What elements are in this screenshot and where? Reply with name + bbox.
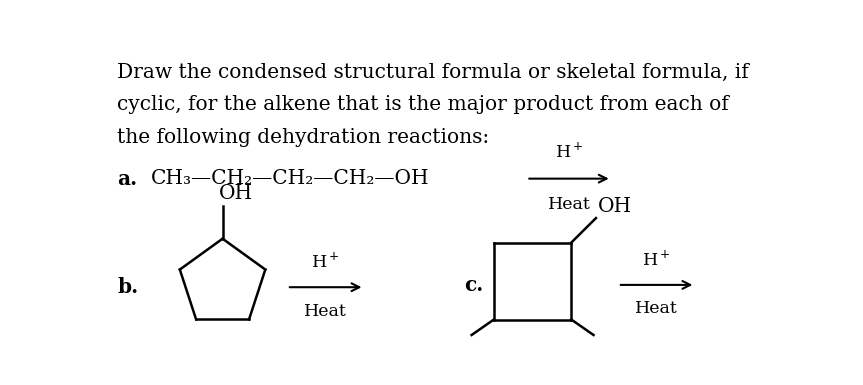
Text: H$^+$: H$^+$: [312, 253, 340, 272]
Text: Heat: Heat: [635, 300, 678, 317]
Text: b.: b.: [117, 277, 138, 297]
Text: a.: a.: [117, 169, 137, 189]
Text: the following dehydration reactions:: the following dehydration reactions:: [117, 128, 489, 147]
Text: Heat: Heat: [548, 196, 590, 213]
Text: c.: c.: [464, 275, 483, 295]
Text: CH₃—CH₂—CH₂—CH₂—OH: CH₃—CH₂—CH₂—CH₂—OH: [150, 169, 429, 188]
Text: OH: OH: [218, 184, 253, 203]
Text: OH: OH: [598, 197, 633, 216]
Text: Heat: Heat: [305, 303, 347, 320]
Text: cyclic, for the alkene that is the major product from each of: cyclic, for the alkene that is the major…: [117, 95, 729, 114]
Text: H$^+$: H$^+$: [555, 142, 583, 162]
Text: H$^+$: H$^+$: [642, 250, 671, 270]
Text: Draw the condensed structural formula or skeletal formula, if: Draw the condensed structural formula or…: [117, 63, 749, 82]
